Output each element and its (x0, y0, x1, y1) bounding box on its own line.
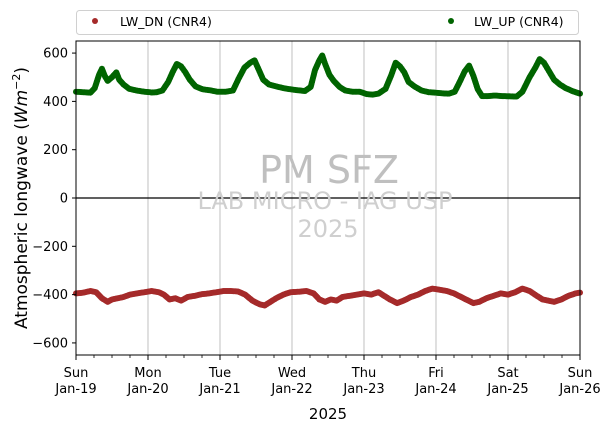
y-tick-label: 0 (60, 192, 68, 207)
y-tick-label: 400 (43, 95, 68, 110)
watermark-year: 2025 (297, 215, 358, 243)
legend: LW_DN (CNR4) LW_UP (CNR4) (76, 10, 579, 35)
plot-area: PM SFZ LAB MICRO - IAG USP 2025 (73, 40, 583, 356)
y-axis-label: Atmospheric longwave (Wm−2) (10, 67, 32, 329)
x-tick-label-day: Fri (428, 366, 444, 381)
y-tick-label: −400 (32, 288, 68, 303)
legend-marker-lw-up (448, 18, 454, 24)
x-tick-label-day: Wed (278, 366, 306, 381)
y-tick-label: −200 (32, 240, 68, 255)
y-tick-label: −600 (32, 336, 68, 351)
x-tick-label-day: Tue (208, 366, 231, 381)
watermark-lab: LAB MICRO - IAG USP (197, 187, 452, 215)
watermark: PM SFZ LAB MICRO - IAG USP 2025 (197, 148, 452, 243)
x-tick-label-date: Jan-22 (270, 382, 312, 397)
x-tick-label-day: Sun (64, 366, 89, 381)
x-tick-label-date: Jan-24 (414, 382, 456, 397)
x-tick-label-date: Jan-26 (558, 382, 600, 397)
y-tick-label: 200 (43, 143, 68, 158)
series-lw-up (73, 52, 583, 100)
legend-label-lw-up: LW_UP (CNR4) (474, 14, 564, 29)
x-tick-label-date: Jan-20 (126, 382, 168, 397)
legend-marker-lw-dn (92, 18, 98, 24)
x-tick-label-day: Thu (351, 366, 376, 381)
x-axis: SunJan-19MonJan-20TueJan-21WedJan-22ThuJ… (54, 355, 601, 397)
legend-label-lw-dn: LW_DN (CNR4) (120, 14, 212, 29)
series-lw-dn (73, 285, 583, 309)
y-tick-label: 600 (43, 47, 68, 62)
x-tick-label-date: Jan-21 (198, 382, 240, 397)
x-tick-label-day: Sat (497, 366, 518, 381)
x-axis-label: 2025 (309, 405, 347, 423)
x-tick-label-day: Mon (134, 366, 161, 381)
y-axis: −600 −400 −200 0 200 400 600 (32, 47, 76, 351)
x-tick-label-day: Sun (568, 366, 593, 381)
data-series (73, 52, 583, 309)
x-tick-label-date: Jan-25 (486, 382, 528, 397)
watermark-title: PM SFZ (259, 148, 399, 192)
x-tick-label-date: Jan-19 (54, 382, 96, 397)
x-tick-label-date: Jan-23 (342, 382, 384, 397)
